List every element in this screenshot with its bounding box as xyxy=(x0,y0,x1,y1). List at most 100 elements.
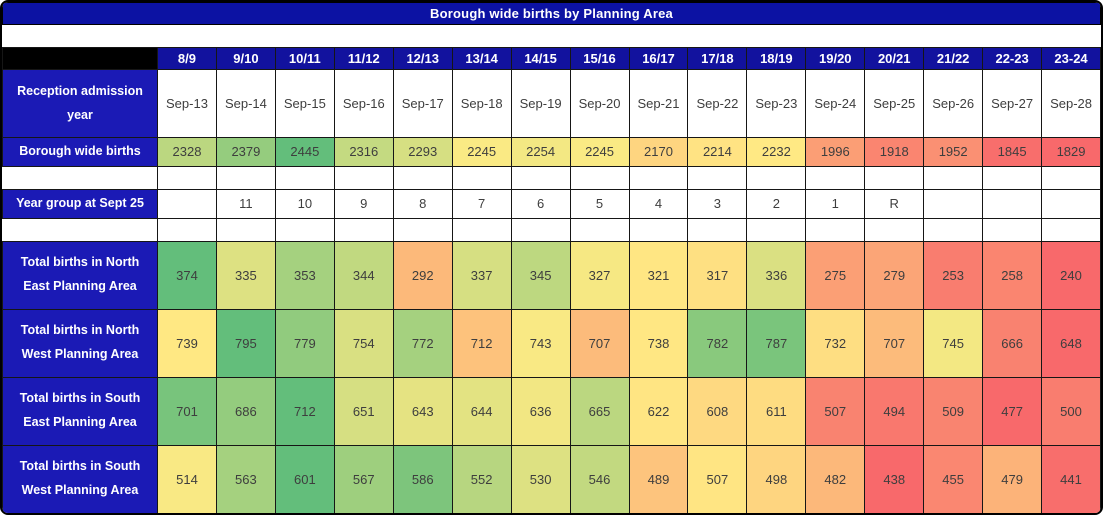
heat-value-cell: 648 xyxy=(1041,308,1101,378)
heat-value-cell: 665 xyxy=(569,376,630,446)
heat-value-cell: 279 xyxy=(864,240,925,310)
column-header: 8/9 xyxy=(157,47,217,70)
column-header: 13/14 xyxy=(451,47,512,70)
spacer-cell xyxy=(274,217,335,242)
heat-value-cell: 344 xyxy=(333,240,394,310)
heat-value-cell: 2379 xyxy=(215,137,276,167)
spacer-cell xyxy=(864,165,925,190)
heat-value-cell: 651 xyxy=(333,376,394,446)
spacer-cell xyxy=(451,165,512,190)
spacer-cell xyxy=(333,165,394,190)
column-header: 23-24 xyxy=(1041,47,1101,70)
value-cell: Sep-17 xyxy=(392,69,453,138)
column-header: 14/15 xyxy=(510,47,571,70)
value-cell xyxy=(982,188,1043,219)
heat-value-cell: 2170 xyxy=(628,137,689,167)
value-cell: 7 xyxy=(451,188,512,219)
heat-value-cell: 240 xyxy=(1041,240,1101,310)
heat-value-cell: 2293 xyxy=(392,137,453,167)
value-cell: Sep-28 xyxy=(1041,69,1101,138)
value-cell: Sep-26 xyxy=(923,69,984,138)
heat-value-cell: 745 xyxy=(923,308,984,378)
heat-value-cell: 1996 xyxy=(805,137,866,167)
value-cell: 4 xyxy=(628,188,689,219)
title-bar: Borough wide births by Planning Area xyxy=(2,2,1101,25)
heat-value-cell: 275 xyxy=(805,240,866,310)
heat-value-cell: 2316 xyxy=(333,137,394,167)
heat-value-cell: 754 xyxy=(333,308,394,378)
heat-value-cell: 611 xyxy=(746,376,807,446)
heat-value-cell: 643 xyxy=(392,376,453,446)
spacer-cell xyxy=(157,165,217,190)
spacer-cell xyxy=(569,165,630,190)
heat-value-cell: 494 xyxy=(864,376,925,446)
heat-value-cell: 546 xyxy=(569,444,630,513)
value-cell: Sep-13 xyxy=(157,69,217,138)
row-label: Total births in South East Planning Area xyxy=(2,376,158,446)
heat-value-cell: 327 xyxy=(569,240,630,310)
value-cell: 8 xyxy=(392,188,453,219)
spacer-row xyxy=(2,24,1101,48)
value-cell: 5 xyxy=(569,188,630,219)
heat-value-cell: 795 xyxy=(215,308,276,378)
heat-value-cell: 455 xyxy=(923,444,984,513)
value-cell: Sep-25 xyxy=(864,69,925,138)
heat-value-cell: 337 xyxy=(451,240,512,310)
spacer-cell xyxy=(687,217,748,242)
heat-value-cell: 622 xyxy=(628,376,689,446)
value-cell: Sep-22 xyxy=(687,69,748,138)
heat-value-cell: 787 xyxy=(746,308,807,378)
heat-value-cell: 779 xyxy=(274,308,335,378)
value-cell: 10 xyxy=(274,188,335,219)
spacer-cell xyxy=(805,165,866,190)
heat-value-cell: 477 xyxy=(982,376,1043,446)
heat-value-cell: 712 xyxy=(451,308,512,378)
heat-value-cell: 701 xyxy=(157,376,217,446)
value-cell: Sep-24 xyxy=(805,69,866,138)
spacer-cell xyxy=(215,217,276,242)
spacer-cell xyxy=(157,217,217,242)
heat-value-cell: 2445 xyxy=(274,137,335,167)
heat-value-cell: 738 xyxy=(628,308,689,378)
heat-value-cell: 317 xyxy=(687,240,748,310)
heat-value-cell: 567 xyxy=(333,444,394,513)
value-cell xyxy=(923,188,984,219)
heat-value-cell: 2245 xyxy=(451,137,512,167)
value-cell: 3 xyxy=(687,188,748,219)
spacer-cell xyxy=(628,217,689,242)
heat-value-cell: 336 xyxy=(746,240,807,310)
heat-value-cell: 438 xyxy=(864,444,925,513)
row-label: Reception admission year xyxy=(2,69,158,138)
heat-value-cell: 507 xyxy=(805,376,866,446)
spacer-cell xyxy=(333,217,394,242)
heat-value-cell: 530 xyxy=(510,444,571,513)
spacer-cell xyxy=(2,165,158,190)
heat-value-cell: 345 xyxy=(510,240,571,310)
heat-value-cell: 321 xyxy=(628,240,689,310)
heat-value-cell: 489 xyxy=(628,444,689,513)
heat-value-cell: 514 xyxy=(157,444,217,513)
spacer-cell xyxy=(923,217,984,242)
spacer-cell xyxy=(1041,165,1101,190)
heat-value-cell: 507 xyxy=(687,444,748,513)
spacer-cell xyxy=(510,165,571,190)
spacer-cell xyxy=(2,217,158,242)
heat-value-cell: 782 xyxy=(687,308,748,378)
value-cell: Sep-15 xyxy=(274,69,335,138)
value-cell: Sep-14 xyxy=(215,69,276,138)
value-cell: Sep-27 xyxy=(982,69,1043,138)
spacer-cell xyxy=(982,165,1043,190)
heat-value-cell: 552 xyxy=(451,444,512,513)
spacer-cell xyxy=(687,165,748,190)
heat-value-cell: 608 xyxy=(687,376,748,446)
column-header: 10/11 xyxy=(274,47,335,70)
row-label: Total births in North East Planning Area xyxy=(2,240,158,310)
value-cell: Sep-20 xyxy=(569,69,630,138)
spacer-cell xyxy=(805,217,866,242)
value-cell: Sep-18 xyxy=(451,69,512,138)
heat-value-cell: 636 xyxy=(510,376,571,446)
heat-value-cell: 707 xyxy=(864,308,925,378)
column-header: 11/12 xyxy=(333,47,394,70)
column-header: 15/16 xyxy=(569,47,630,70)
